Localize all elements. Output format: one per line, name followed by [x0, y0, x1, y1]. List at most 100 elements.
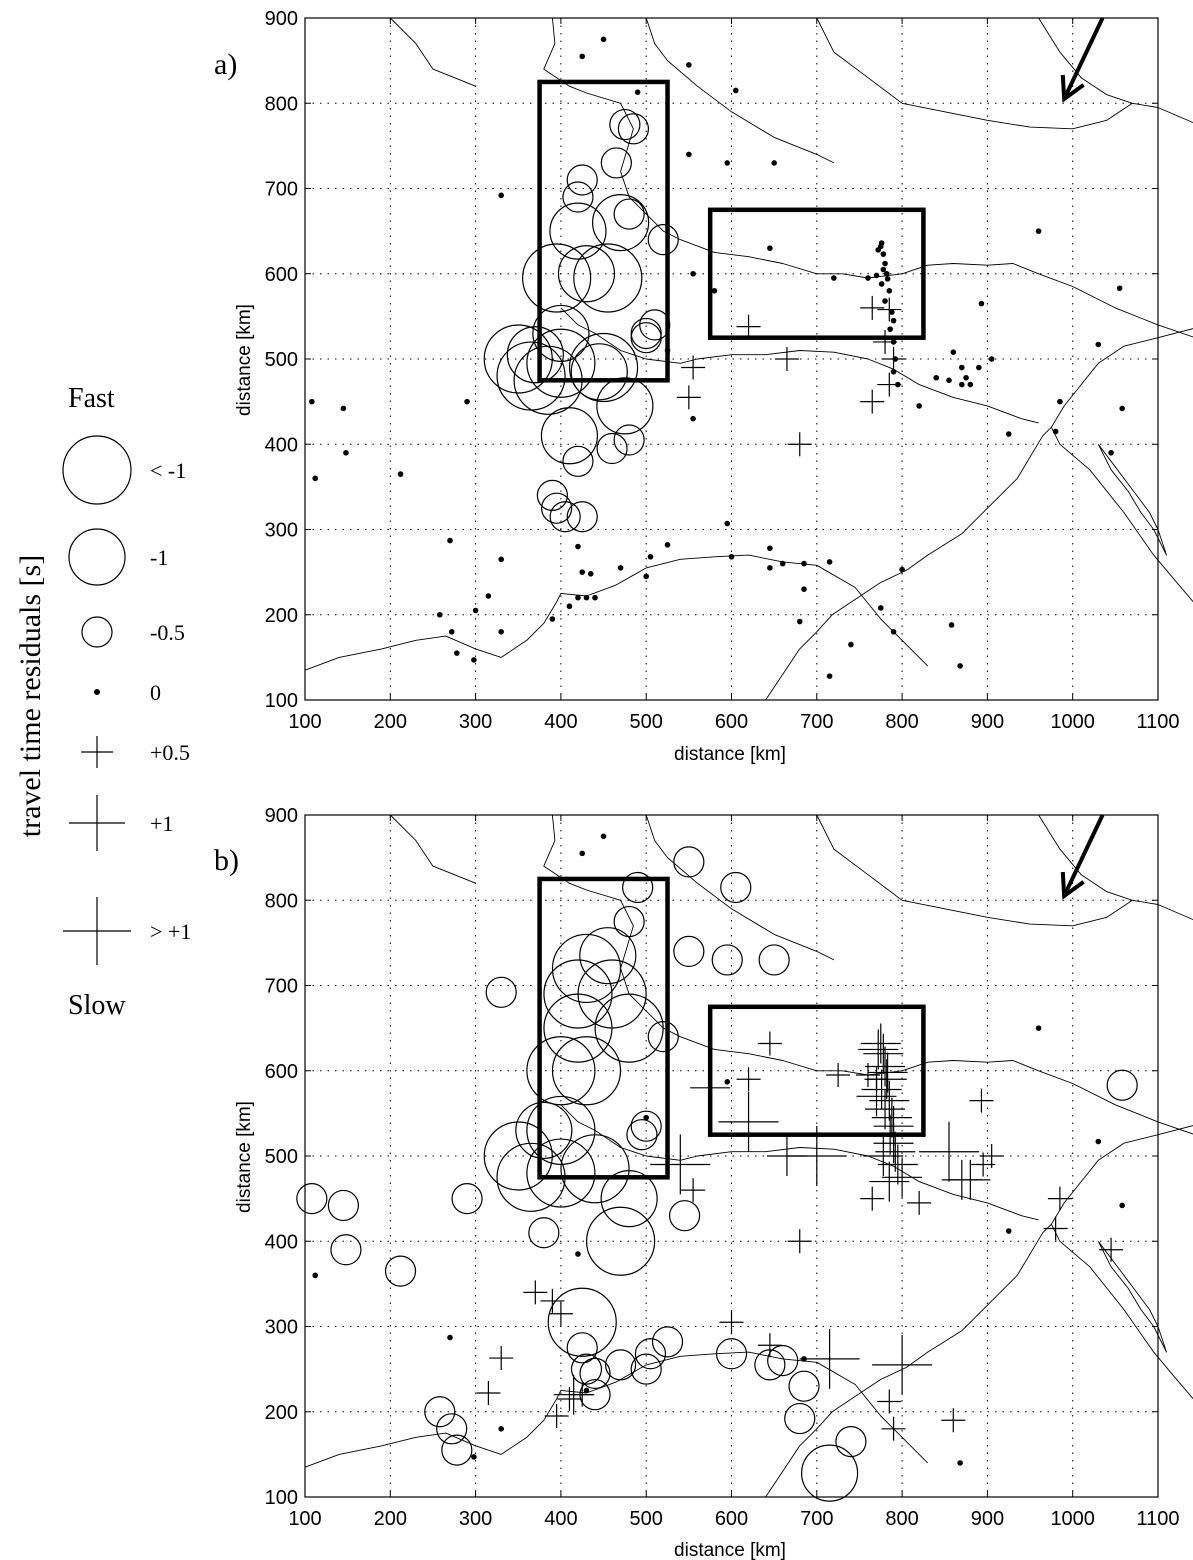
fast-residual-circle	[711, 944, 743, 976]
fast-residual-circle	[424, 1396, 456, 1428]
fast-residual-circle	[617, 113, 650, 145]
legend-item-label: +1	[150, 811, 173, 836]
zero-residual-dot	[886, 288, 893, 294]
fast-residual-circle	[483, 1121, 553, 1191]
legend-fast-label: Fast	[68, 383, 115, 414]
zero-residual-dot	[875, 247, 882, 253]
zero-residual-dot	[724, 160, 731, 166]
slow-residual-cross	[861, 1069, 902, 1110]
fast-residual-circle	[630, 1110, 662, 1142]
fast-residual-circle	[549, 202, 607, 260]
slow-residual-cross	[736, 1067, 761, 1092]
fast-residual-circle	[549, 501, 581, 533]
zero-residual-dot	[643, 573, 649, 580]
zero-residual-dot	[447, 537, 453, 544]
y-tick-label: 600	[265, 1061, 298, 1083]
fast-residual-circle	[566, 1332, 598, 1364]
slow-residual-cross	[867, 1052, 908, 1093]
zero-residual-dot	[1095, 1138, 1102, 1145]
fast-residual-circle	[596, 377, 654, 435]
slow-residual-cross	[476, 1380, 501, 1405]
zero-residual-dot	[309, 398, 315, 405]
region-box-2	[707, 207, 926, 340]
slow-residual-cross	[865, 1089, 906, 1130]
coastline-7	[560, 307, 1039, 424]
zero-residual-dot	[1116, 285, 1123, 292]
slow-residual-cross	[866, 1059, 907, 1100]
fast-residual-circle	[526, 1138, 596, 1208]
legend-cross-symbol	[63, 897, 131, 965]
slow-residual-cross	[870, 1114, 911, 1155]
coastline-5	[1038, 814, 1133, 901]
slow-residual-cross	[681, 355, 706, 380]
slow-residual-cross	[873, 329, 898, 354]
slow-residual-cross	[540, 1288, 565, 1313]
north-arrow	[1060, 17, 1105, 103]
legend-dot-symbol	[94, 689, 100, 695]
zero-residual-dot	[579, 53, 586, 60]
zero-residual-dot	[933, 374, 940, 381]
x-tick-label: 800	[885, 1508, 918, 1530]
zero-residual-dot	[884, 276, 891, 282]
zero-residual-dot	[498, 556, 504, 563]
zero-residual-dot	[575, 543, 581, 550]
zero-residual-dot	[826, 673, 833, 679]
slow-residual-cross	[544, 1404, 569, 1429]
zero-residual-dot	[967, 381, 974, 388]
coastline-8	[389, 17, 476, 87]
slow-residual-cross	[787, 432, 812, 457]
coastline-0	[304, 554, 929, 671]
zero-residual-dot	[779, 560, 786, 567]
zero-residual-dot	[454, 650, 460, 656]
zero-residual-dot	[959, 364, 965, 371]
y-tick-label: 600	[265, 264, 298, 286]
fast-residual-circle	[296, 1183, 328, 1215]
x-tick-label: 1000	[1050, 1508, 1095, 1530]
slow-residual-cross	[869, 1161, 910, 1202]
zero-residual-dot	[471, 1454, 477, 1460]
zero-residual-dot	[890, 317, 897, 324]
zero-residual-dot	[600, 36, 607, 43]
fast-residual-circle	[800, 1444, 859, 1502]
coastline-4	[816, 17, 1193, 130]
fast-residual-circle	[543, 959, 613, 1029]
zero-residual-dot	[690, 270, 696, 277]
zero-residual-dot	[600, 833, 607, 840]
coastline-3	[543, 17, 1193, 338]
zero-residual-dot	[767, 565, 773, 571]
slow-residual-cross	[681, 1178, 706, 1203]
x-tick-label: 400	[544, 711, 577, 733]
slow-residual-cross	[860, 1186, 885, 1211]
zero-residual-dot	[1095, 341, 1102, 348]
zero-residual-dot	[436, 611, 443, 618]
x-tick-label: 1100	[1136, 711, 1179, 733]
fast-residual-circle	[835, 1425, 867, 1458]
zero-residual-dot	[724, 520, 731, 527]
y-tick-label: 700	[265, 179, 298, 201]
zero-residual-dot	[1005, 431, 1012, 437]
zero-residual-dot	[880, 266, 887, 273]
grid	[304, 17, 1159, 701]
fast-residual-circle	[626, 1119, 658, 1151]
tick-labels: 100 200 300 400 500 600 700 800 900 1000 1100 100 20…	[265, 8, 1180, 733]
legend-circle-symbol	[62, 435, 132, 505]
zero-residual-dot	[587, 571, 594, 577]
coastline-8	[389, 814, 476, 884]
panel-a-xlabel: distance [km]	[674, 744, 786, 765]
fast-residual-circle	[528, 1217, 560, 1249]
y-tick-label: 900	[265, 8, 298, 30]
zero-residual-dot	[882, 298, 888, 304]
slow-residual-cross	[863, 1136, 904, 1176]
legend-slow-label: Slow	[68, 990, 126, 1021]
fast-residual-circle	[506, 326, 564, 384]
zero-residual-dot	[728, 553, 735, 560]
fast-residual-circle	[596, 432, 628, 465]
fast-residual-circle	[647, 1021, 679, 1053]
zero-residual-dot	[878, 240, 885, 246]
fast-residual-circle	[577, 959, 647, 1029]
zero-residual-dot	[579, 569, 586, 575]
fast-residual-circle	[673, 846, 705, 878]
y-tick-label: 400	[265, 434, 298, 456]
zero-residual-dot	[448, 629, 455, 635]
panel-b: b) 100 200 300 400 500 600 700 800 900 1000 110010…	[214, 805, 1193, 1560]
